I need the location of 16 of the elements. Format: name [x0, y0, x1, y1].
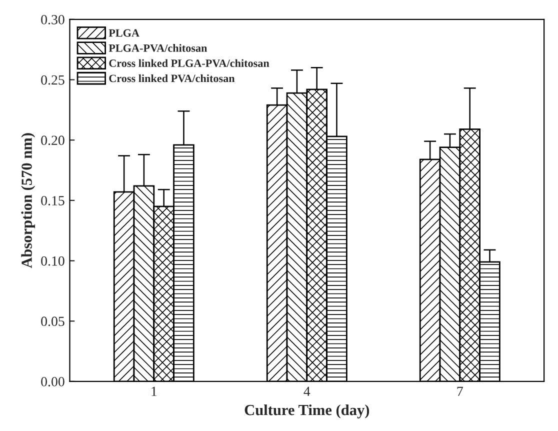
y-tick-label: 0.25 — [41, 75, 64, 85]
y-tick-label: 0.30 — [41, 14, 64, 24]
x-axis-title: Culture Time (day) — [244, 404, 370, 418]
legend-label: Cross linked PLGA-PVA/chitosan — [109, 59, 270, 68]
y-tick-label: 0.05 — [41, 316, 64, 326]
y-tick-label: 0.15 — [41, 196, 64, 206]
legend-label: PLGA-PVA/chitosan — [108, 44, 208, 52]
legend-label: Cross linked PVA/chitosan — [109, 74, 235, 82]
x-tick-label: 4 — [304, 386, 310, 396]
y-tick-label: 0.00 — [41, 377, 64, 386]
y-axis-title: Absorption (570 nm) — [21, 133, 36, 268]
y-tick-label: 0.10 — [41, 256, 64, 266]
x-tick-label: 7 — [457, 386, 463, 396]
y-tick-label: 0.20 — [41, 136, 64, 146]
x-tick-label: 1 — [152, 386, 157, 396]
legend-label: PLGA — [108, 29, 140, 37]
